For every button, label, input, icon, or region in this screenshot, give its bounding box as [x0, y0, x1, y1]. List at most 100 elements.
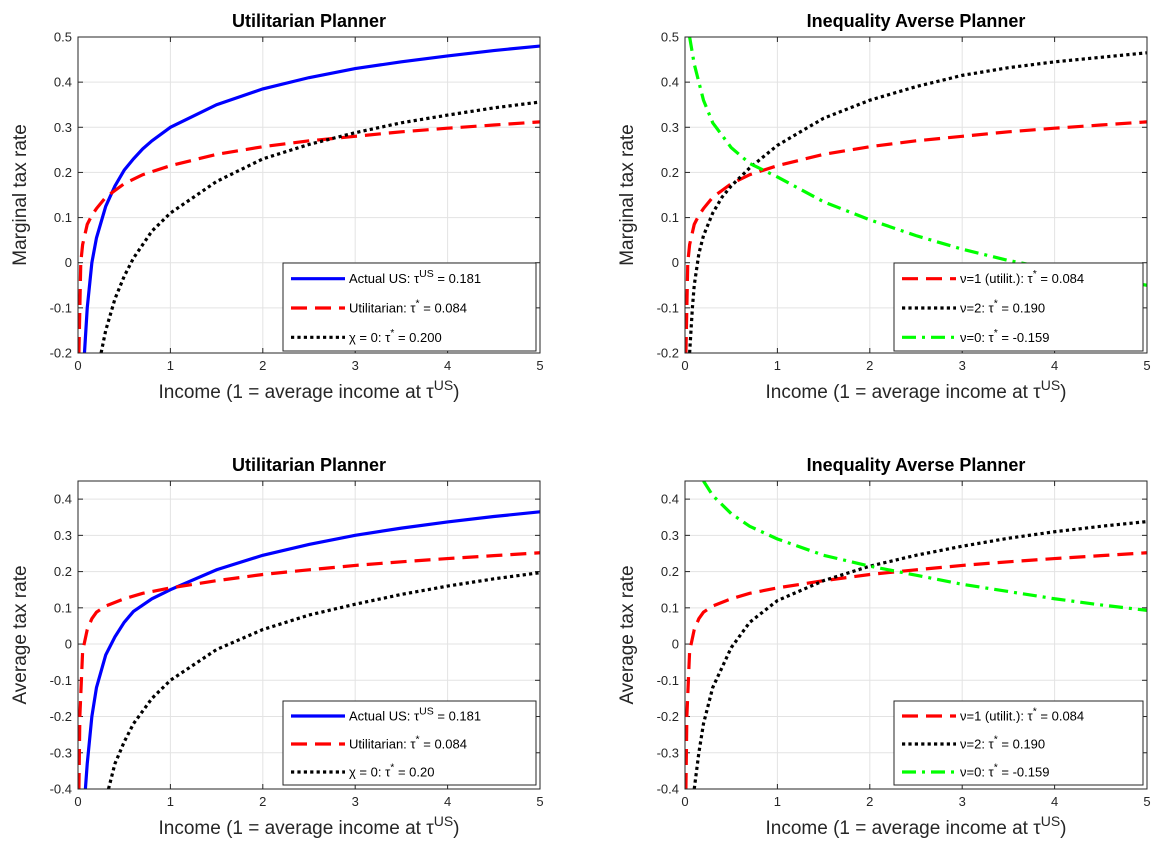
- x-tick-label: 2: [866, 794, 873, 809]
- y-tick-label: 0: [65, 637, 72, 652]
- legend-label-2: ν=2: τ* = 0.190: [960, 298, 1045, 316]
- legend-label-superscript: *: [416, 298, 420, 310]
- legend-label-superscript: *: [416, 734, 420, 746]
- y-tick-label: 0.5: [54, 30, 72, 45]
- legend-label-text: ν=0: τ: [960, 330, 995, 345]
- legend-label-1: ν=1 (utilit.): τ* = 0.084: [960, 268, 1084, 286]
- x-axis-label: Income (1 = average income at τUS): [765, 377, 1066, 403]
- series-line-1: [685, 551, 1147, 789]
- legend-label-text: χ = 0: τ: [349, 765, 391, 780]
- legend-label-2: Utilitarian: τ* = 0.084: [349, 298, 467, 316]
- axes-box: [684, 36, 1148, 354]
- chart-title: Utilitarian Planner: [232, 455, 386, 475]
- x-axis-label-end: ): [453, 818, 459, 839]
- x-axis-label-text: Income (1 = average income at τ: [158, 382, 434, 403]
- legend-label-3: ν=0: τ* = -0.159: [960, 762, 1049, 780]
- legend-label-superscript: *: [994, 762, 998, 774]
- legend-label-superscript: *: [1033, 268, 1037, 280]
- y-axis-label: Average tax rate: [10, 565, 31, 704]
- x-tick-label: 5: [1143, 358, 1150, 373]
- x-tick-label: 2: [866, 358, 873, 373]
- x-tick-label: 3: [352, 358, 359, 373]
- x-tick-label: 4: [444, 794, 451, 809]
- x-tick-label: 0: [681, 794, 688, 809]
- legend-label-value: = 0.181: [434, 271, 481, 286]
- legend-label-value: = 0.190: [998, 301, 1045, 316]
- y-tick-label: 0.2: [54, 165, 72, 180]
- x-tick-label: 2: [259, 358, 266, 373]
- x-axis-label: Income (1 = average income at τUS): [158, 813, 459, 839]
- x-tick-label: 3: [959, 358, 966, 373]
- series-line-2: [692, 519, 1147, 789]
- y-tick-label: 0.1: [661, 210, 679, 225]
- series-line-1: [685, 120, 1147, 353]
- y-axis-label: Marginal tax rate: [10, 124, 31, 266]
- x-tick-label: 0: [681, 358, 688, 373]
- legend-label-value: = 0.190: [998, 737, 1045, 752]
- y-tick-label: -0.1: [657, 300, 679, 315]
- series-line-3: [99, 100, 540, 353]
- series-line-2: [78, 120, 540, 353]
- legend-label-superscript: US: [419, 706, 434, 718]
- y-tick-label: -0.4: [657, 782, 679, 797]
- legend-label-value: = 0.084: [1037, 709, 1084, 724]
- series-line-1: [83, 510, 540, 789]
- legend-label-value: = -0.159: [998, 765, 1050, 780]
- x-tick-label: 3: [352, 794, 359, 809]
- x-tick-label: 1: [774, 794, 781, 809]
- x-tick-label: 0: [74, 794, 81, 809]
- x-axis-label-superscript: US: [1041, 377, 1060, 393]
- legend-label-text: ν=0: τ: [960, 765, 995, 780]
- legend-label-superscript: *: [390, 762, 394, 774]
- x-axis-label-end: ): [1060, 818, 1066, 839]
- legend-label-3: ν=0: τ* = -0.159: [960, 327, 1049, 345]
- y-tick-label: -0.2: [657, 346, 679, 361]
- x-axis-label-superscript: US: [434, 813, 453, 829]
- chart-title: Inequality Averse Planner: [807, 455, 1026, 475]
- x-tick-label: 4: [1051, 358, 1058, 373]
- y-tick-label: 0.2: [661, 564, 679, 579]
- legend-label-1: Actual US: τUS = 0.181: [349, 706, 481, 724]
- chart-title: Utilitarian Planner: [232, 11, 386, 31]
- legend-label-superscript: *: [994, 734, 998, 746]
- y-tick-label: -0.4: [50, 782, 72, 797]
- y-tick-label: 0.4: [661, 75, 679, 90]
- y-tick-label: -0.2: [50, 346, 72, 361]
- legend-label-superscript: *: [994, 327, 998, 339]
- legend-label-value: = 0.084: [420, 301, 467, 316]
- x-tick-label: 4: [444, 358, 451, 373]
- y-tick-label: -0.1: [657, 673, 679, 688]
- legend-label-value: = 0.181: [434, 709, 481, 724]
- x-tick-label: 0: [74, 358, 81, 373]
- legend-label-text: Actual US: τ: [349, 709, 420, 724]
- legend-label-text: ν=2: τ: [960, 301, 995, 316]
- x-tick-label: 1: [167, 794, 174, 809]
- legend-label-text: Utilitarian: τ: [349, 301, 416, 316]
- series-line-2: [78, 551, 540, 789]
- x-tick-label: 4: [1051, 794, 1058, 809]
- y-tick-label: -0.1: [50, 300, 72, 315]
- x-tick-label: 1: [167, 358, 174, 373]
- legend-label-text: χ = 0: τ: [349, 330, 391, 345]
- legend: ν=1 (utilit.): τ* = 0.084 ν=2: τ* = 0.190…: [893, 700, 1144, 786]
- legend-label-value: = 0.200: [394, 330, 441, 345]
- chart-panel-2: 0 1 2 3 4 5 -0.2 -0.1 0 0.1 0.2 0.3 0.4 0.5 Inequality…: [617, 11, 1151, 403]
- x-tick-label: 1: [774, 358, 781, 373]
- y-tick-label: -0.3: [657, 745, 679, 760]
- y-tick-label: 0.1: [661, 600, 679, 615]
- legend-label-value: = 0.20: [394, 765, 434, 780]
- legend-label-1: ν=1 (utilit.): τ* = 0.084: [960, 706, 1084, 724]
- x-axis-label-text: Income (1 = average income at τ: [765, 818, 1041, 839]
- x-axis-label-end: ): [1060, 382, 1066, 403]
- legend-label-superscript: *: [994, 298, 998, 310]
- legend-label-text: ν=1 (utilit.): τ: [960, 271, 1034, 286]
- legend-label-2: ν=2: τ* = 0.190: [960, 734, 1045, 752]
- x-axis-label: Income (1 = average income at τUS): [765, 813, 1066, 839]
- legend-label-3: χ = 0: τ* = 0.200: [349, 327, 442, 345]
- y-axis-label: Marginal tax rate: [617, 124, 638, 266]
- chart-panel-4: 0 1 2 3 4 5 -0.4 -0.3 -0.2 -0.1 0 0.1 0.2 0.3 0.4 Inequ…: [617, 455, 1151, 839]
- y-tick-label: 0.4: [54, 75, 72, 90]
